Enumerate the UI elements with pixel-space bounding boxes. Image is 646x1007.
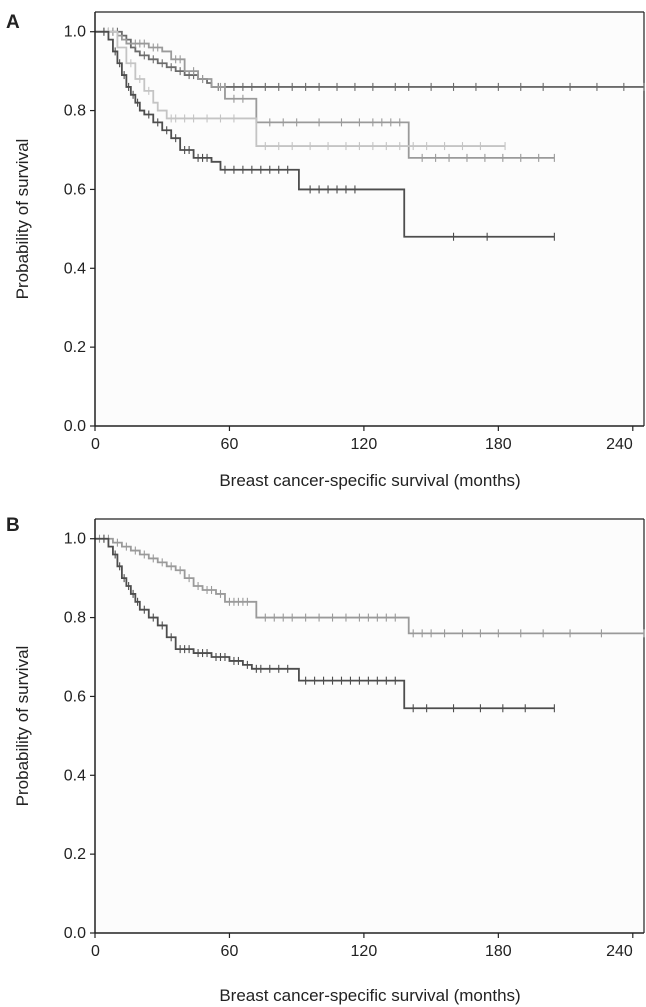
- y-tick-label: 1.0: [64, 24, 86, 41]
- y-tick-label: 0.8: [64, 610, 86, 627]
- y-ticks-a: 0.0 0.2 0.4 0.6 0.8 1.0: [64, 24, 95, 435]
- x-tick-label: 120: [351, 436, 378, 453]
- x-axis-title-b: Breast cancer-specific survival (months): [219, 986, 520, 1005]
- y-ticks-b: 0.0 0.2 0.4 0.6 0.8 1.0: [64, 531, 95, 942]
- y-tick-label: 0.4: [64, 767, 86, 784]
- plot-area-b: [95, 519, 644, 933]
- y-tick-label: 0.0: [64, 418, 86, 435]
- x-tick-label: 240: [606, 943, 633, 960]
- x-tick-label: 0: [91, 943, 100, 960]
- series-layer-b: [95, 534, 645, 713]
- y-tick-label: 0.2: [64, 339, 86, 356]
- y-tick-label: 0.6: [64, 181, 86, 198]
- x-tick-label: 60: [221, 943, 239, 960]
- y-tick-label: 1.0: [64, 531, 86, 548]
- x-tick-label: 0: [91, 436, 100, 453]
- panel-label-a: A: [6, 12, 20, 33]
- y-tick-label: 0.6: [64, 688, 86, 705]
- series-layer-a: [95, 27, 645, 241]
- x-tick-label: 180: [485, 943, 512, 960]
- panel-a: A 0.0 0.2 0.4 0.6 0.8 1.0 0 60 120 180 240 Breast…: [6, 11, 645, 490]
- y-tick-label: 0.0: [64, 925, 86, 942]
- y-tick-label: 0.4: [64, 260, 86, 277]
- x-tick-label: 180: [485, 436, 512, 453]
- plot-area-a: [95, 12, 644, 426]
- x-axis-title-a: Breast cancer-specific survival (months): [219, 471, 520, 490]
- y-axis-title-b: Probability of survival: [13, 646, 32, 807]
- x-tick-label: 60: [221, 436, 239, 453]
- panel-label-b: B: [6, 515, 20, 536]
- x-tick-label: 120: [351, 943, 378, 960]
- y-axis-title-a: Probability of survival: [13, 139, 32, 300]
- x-tick-label: 240: [606, 436, 633, 453]
- panel-b: B 0.0 0.2 0.4 0.6 0.8 1.0 0 60 120 180 240 Breast…: [6, 515, 645, 1005]
- survival-curve-a-3: [95, 30, 506, 147]
- y-tick-label: 0.8: [64, 103, 86, 120]
- survival-curve-a-2: [95, 30, 555, 159]
- x-ticks-b: 0 60 120 180 240: [91, 933, 634, 960]
- x-ticks-a: 0 60 120 180 240: [91, 426, 634, 453]
- y-tick-label: 0.2: [64, 846, 86, 863]
